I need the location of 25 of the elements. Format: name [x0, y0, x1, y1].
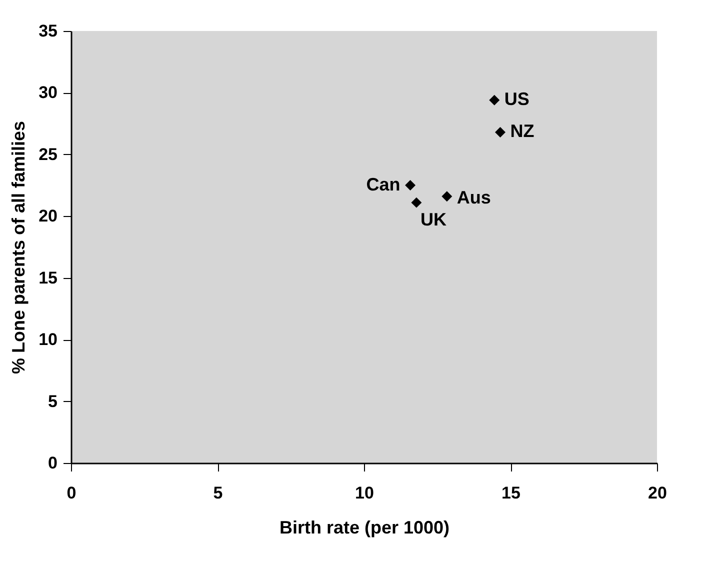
point: [489, 94, 500, 106]
x-tick-label: 20: [648, 484, 667, 502]
y-tick-label: 25: [38, 144, 58, 164]
point: [442, 191, 452, 202]
y-axis-title: % Lone parents of all families: [8, 120, 29, 374]
x-tick-label: 5: [213, 484, 223, 502]
annotation: NZ: [510, 121, 534, 142]
x-tick-label: 15: [502, 484, 520, 502]
y-tick-label: 35: [38, 22, 58, 40]
point: [405, 180, 416, 191]
point: [495, 126, 506, 138]
annotation: Aus: [456, 187, 491, 208]
annotation: UK: [420, 210, 446, 230]
y-tick-label: 30: [38, 83, 58, 102]
x-tick-label: 10: [355, 484, 374, 502]
y-tick-label: 15: [38, 268, 58, 288]
y-tick-label: 20: [38, 206, 58, 226]
annotation: US: [504, 89, 530, 110]
y-tick-label: 5: [48, 392, 58, 411]
x-axis-title: Birth rate (per 1000): [279, 518, 450, 538]
annotation: Can: [366, 174, 400, 194]
y-tick-label: 0: [48, 454, 58, 472]
y-tick-label: 10: [38, 330, 58, 350]
x-tick-label: 0: [66, 484, 76, 502]
point: [411, 197, 422, 208]
